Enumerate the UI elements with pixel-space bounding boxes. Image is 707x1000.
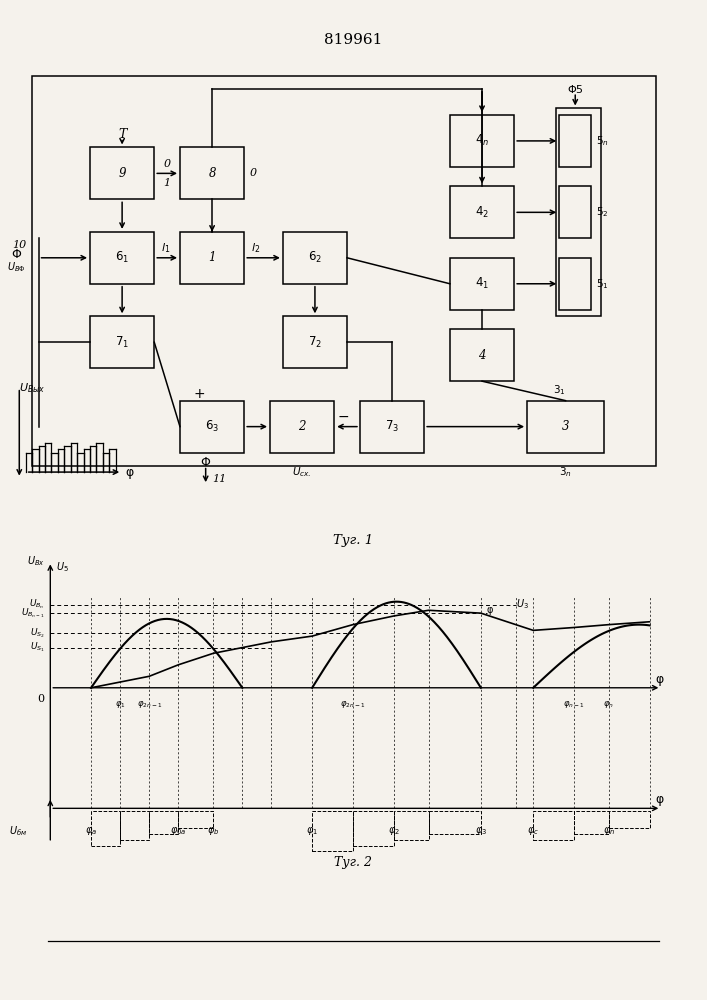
Text: $5_n$: $5_n$: [597, 134, 609, 148]
Bar: [450, 258, 514, 310]
Text: $\varphi_n$: $\varphi_n$: [603, 825, 615, 837]
Bar: [180, 232, 244, 284]
Bar: [90, 316, 154, 368]
Text: $U_{B_{n-1}}$: $U_{B_{n-1}}$: [21, 606, 45, 620]
Text: +: +: [194, 387, 205, 401]
Text: 4: 4: [479, 349, 486, 362]
Text: φ: φ: [655, 673, 664, 686]
Text: $\varphi_{2n-1}$: $\varphi_{2n-1}$: [340, 699, 366, 710]
Text: $U_{cx.}$: $U_{cx.}$: [293, 466, 312, 479]
Text: $7_2$: $7_2$: [308, 335, 322, 350]
Text: $5_1$: $5_1$: [597, 277, 609, 291]
Text: $6_2$: $6_2$: [308, 250, 322, 265]
Text: $\varphi_b$: $\varphi_b$: [207, 825, 219, 837]
Text: Τуг. 1: Τуг. 1: [334, 534, 373, 547]
Text: $6_1$: $6_1$: [115, 250, 129, 265]
Text: φ: φ: [655, 793, 664, 806]
Text: $\varphi_a$: $\varphi_a$: [85, 825, 97, 837]
Text: φ: φ: [486, 605, 493, 615]
Bar: [450, 186, 514, 238]
Text: Φ: Φ: [11, 248, 21, 261]
Bar: [270, 401, 334, 453]
Bar: [312, 811, 353, 851]
Bar: [533, 811, 574, 840]
Text: Τуг. 2: Τуг. 2: [334, 856, 372, 869]
Text: $Φ5$: $Φ5$: [567, 83, 583, 95]
Text: $U_{бм}$: $U_{бм}$: [9, 824, 27, 838]
Text: 819961: 819961: [325, 33, 382, 47]
Text: $U_5$: $U_5$: [56, 560, 69, 574]
Text: $6_3$: $6_3$: [205, 419, 219, 434]
Text: $4_2$: $4_2$: [475, 205, 489, 220]
Text: $U_{Bых}$: $U_{Bых}$: [19, 381, 45, 395]
Bar: [360, 401, 424, 453]
Bar: [450, 115, 514, 167]
Text: $7_3$: $7_3$: [385, 419, 399, 434]
Text: $\varphi_1$: $\varphi_1$: [306, 825, 318, 837]
Text: 11: 11: [212, 474, 226, 484]
Text: $l_2$: $l_2$: [251, 241, 260, 255]
Bar: [91, 811, 120, 846]
Text: 8: 8: [209, 167, 216, 180]
Bar: [180, 147, 244, 199]
Text: φ: φ: [125, 466, 134, 479]
Text: $U_{Bx}$: $U_{Bx}$: [27, 555, 45, 568]
Bar: [559, 258, 591, 310]
Text: $\varphi_n$: $\varphi_n$: [604, 699, 614, 710]
Bar: [283, 316, 347, 368]
Bar: [559, 186, 591, 238]
Text: 1: 1: [209, 251, 216, 264]
Text: $\varphi_{2n-1}$: $\varphi_{2n-1}$: [136, 699, 162, 710]
Text: $\varphi_{0a}$: $\varphi_{0a}$: [170, 825, 187, 837]
Bar: [556, 108, 601, 316]
Bar: [609, 811, 650, 828]
Text: $5_2$: $5_2$: [597, 205, 609, 219]
Text: Φ: Φ: [201, 456, 211, 469]
Text: −: −: [337, 410, 349, 424]
Bar: [149, 811, 178, 834]
Bar: [90, 232, 154, 284]
Text: $4_n$: $4_n$: [475, 133, 489, 148]
Text: 0: 0: [37, 694, 45, 704]
Text: 1: 1: [163, 178, 170, 188]
Text: $l_1$: $l_1$: [160, 241, 170, 255]
Text: 0: 0: [163, 159, 170, 169]
Text: T: T: [118, 128, 127, 141]
Bar: [178, 811, 214, 828]
Text: $U_{S_2}$: $U_{S_2}$: [30, 626, 45, 640]
Text: $\varphi_2$: $\varphi_2$: [387, 825, 399, 837]
Bar: [283, 232, 347, 284]
Bar: [574, 811, 609, 834]
Text: 10: 10: [12, 240, 26, 250]
Bar: [559, 115, 591, 167]
Bar: [450, 329, 514, 381]
Bar: [180, 401, 244, 453]
Text: 9: 9: [118, 167, 126, 180]
Text: $U_{BΦ}$: $U_{BΦ}$: [6, 261, 25, 274]
Bar: [120, 811, 149, 840]
Text: $\varphi_1$: $\varphi_1$: [115, 699, 125, 710]
Text: 0: 0: [250, 168, 257, 178]
Bar: [32, 76, 655, 466]
Text: $U_{S_1}$: $U_{S_1}$: [30, 641, 45, 654]
Text: $3_n$: $3_n$: [559, 466, 572, 479]
Text: $\varphi_3$: $\varphi_3$: [475, 825, 487, 837]
Bar: [527, 401, 604, 453]
Text: $4_1$: $4_1$: [475, 276, 489, 291]
Bar: [394, 811, 428, 840]
Bar: [428, 811, 481, 834]
Text: $7_1$: $7_1$: [115, 335, 129, 350]
Text: $U_{B_n}$: $U_{B_n}$: [29, 598, 45, 611]
Text: 2: 2: [298, 420, 306, 433]
Bar: [90, 147, 154, 199]
Text: $\varphi_{n-1}$: $\varphi_{n-1}$: [563, 699, 585, 710]
Text: $3_1$: $3_1$: [553, 384, 566, 397]
Text: $U_3$: $U_3$: [516, 598, 529, 611]
Text: 3: 3: [562, 420, 569, 433]
Bar: [353, 811, 394, 846]
Text: $\varphi_c$: $\varphi_c$: [527, 825, 539, 837]
